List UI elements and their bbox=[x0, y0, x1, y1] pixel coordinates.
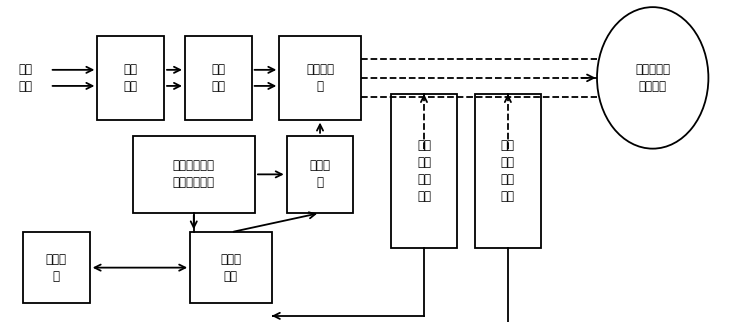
Text: 整流
电路: 整流 电路 bbox=[124, 63, 138, 93]
Bar bbox=[132, 136, 255, 213]
Bar bbox=[279, 36, 361, 120]
Text: 无轴承磁通
切换电机: 无轴承磁通 切换电机 bbox=[635, 63, 670, 93]
Text: 隔离驱
动: 隔离驱 动 bbox=[310, 159, 330, 189]
Bar bbox=[286, 136, 353, 213]
Text: 六相逆变
器: 六相逆变 器 bbox=[306, 63, 334, 93]
Text: 滤波
电容: 滤波 电容 bbox=[211, 63, 225, 93]
Text: 绕组
电压
采集
电路: 绕组 电压 采集 电路 bbox=[501, 139, 515, 203]
Text: 转子切向位置
角检测或观测: 转子切向位置 角检测或观测 bbox=[173, 159, 215, 189]
Text: 中央控
制器: 中央控 制器 bbox=[220, 253, 241, 283]
Bar bbox=[391, 94, 457, 248]
Bar bbox=[23, 232, 90, 303]
Text: 交流
电压: 交流 电压 bbox=[18, 63, 32, 93]
Ellipse shape bbox=[597, 7, 708, 149]
Bar bbox=[97, 36, 164, 120]
Bar bbox=[475, 94, 541, 248]
Text: 绕组
电流
采集
电路: 绕组 电流 采集 电路 bbox=[417, 139, 431, 203]
Bar bbox=[190, 232, 272, 303]
Text: 人机接
口: 人机接 口 bbox=[46, 253, 67, 283]
Bar bbox=[185, 36, 251, 120]
